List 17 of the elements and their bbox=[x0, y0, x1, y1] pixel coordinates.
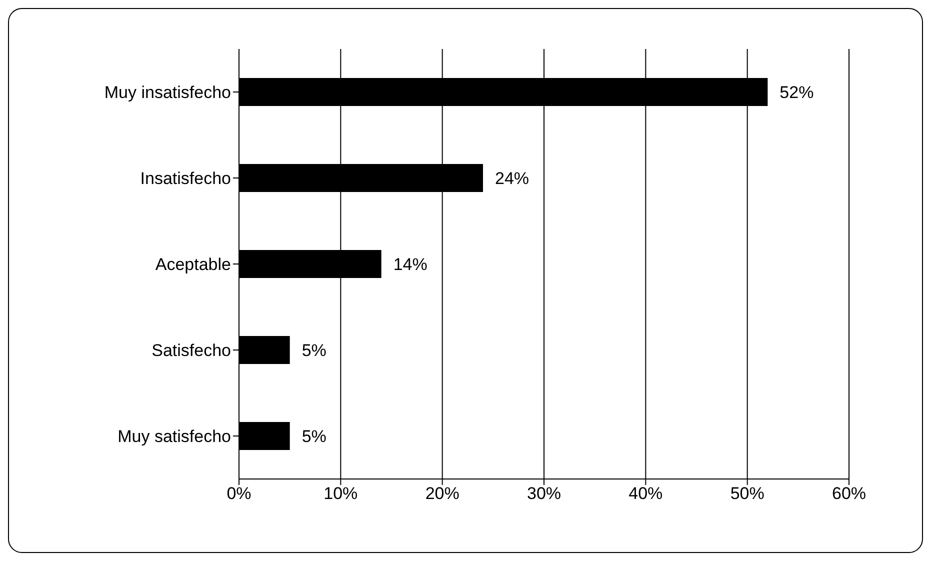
x-tick-label: 0% bbox=[226, 484, 252, 504]
x-tick-label: 10% bbox=[324, 484, 358, 504]
y-tick-label: Aceptable bbox=[155, 255, 231, 274]
y-tick-label: Insatisfecho bbox=[140, 169, 231, 188]
x-tick-label: 30% bbox=[526, 484, 562, 504]
data-label: 5% bbox=[302, 427, 326, 446]
y-tick-label: Satisfecho bbox=[152, 341, 231, 360]
data-label: 24% bbox=[495, 169, 530, 188]
x-tick-label: 60% bbox=[832, 484, 866, 504]
data-label: 5% bbox=[302, 341, 326, 360]
data-label: 14% bbox=[393, 255, 428, 274]
x-tick-label: 50% bbox=[730, 484, 764, 504]
data-label: 52% bbox=[780, 83, 814, 102]
x-tick-label: 20% bbox=[425, 484, 460, 504]
x-tick-label: 40% bbox=[628, 484, 663, 504]
y-tick-label: Muy satisfecho bbox=[118, 427, 231, 446]
y-tick-label: Muy insatisfecho bbox=[104, 83, 231, 102]
